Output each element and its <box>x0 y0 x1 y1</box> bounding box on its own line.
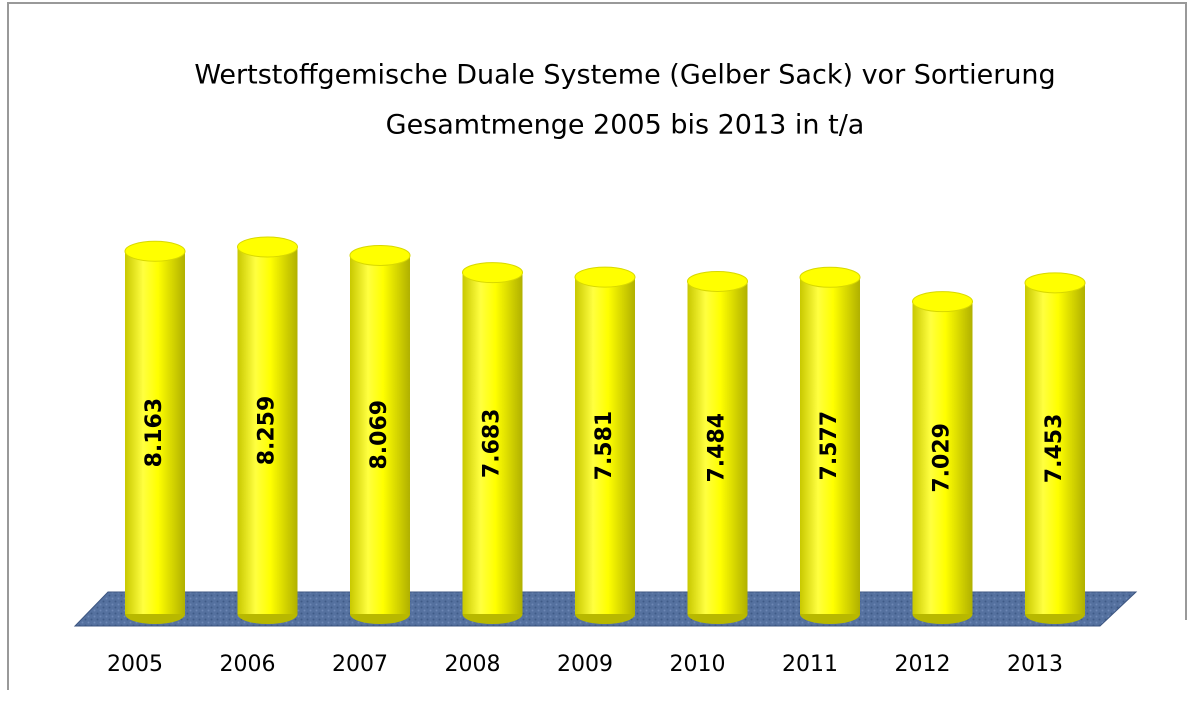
value-label: 7.581 <box>592 411 617 481</box>
bar <box>462 272 523 614</box>
bar-top <box>124 240 186 262</box>
bar <box>1025 282 1085 614</box>
bar <box>912 301 973 614</box>
x-tick-label: 2005 <box>107 652 163 677</box>
bar-top <box>237 236 298 258</box>
bar <box>350 255 410 614</box>
x-tick-label: 2013 <box>1007 652 1063 677</box>
value-label: 8.069 <box>367 400 392 470</box>
bar-top <box>912 291 973 313</box>
x-tick-label: 2007 <box>332 652 388 677</box>
x-tick-label: 2006 <box>220 652 276 677</box>
chart-title: Wertstoffgemische Duale Systeme (Gelber … <box>194 60 1055 91</box>
x-tick-label: 2012 <box>895 652 951 677</box>
chart-subtitle: Gesamtmenge 2005 bis 2013 in t/a <box>386 110 865 141</box>
bar-top <box>462 262 523 284</box>
frame <box>7 2 1187 690</box>
value-label: 7.683 <box>480 409 505 479</box>
x-tick-label: 2010 <box>670 652 726 677</box>
value-label: 7.029 <box>930 423 955 493</box>
x-tick-label: 2011 <box>782 652 838 677</box>
bar-top <box>349 244 411 266</box>
value-label: 8.259 <box>255 396 280 466</box>
value-label: 7.453 <box>1042 414 1067 484</box>
bar <box>800 277 860 614</box>
value-label: 8.163 <box>142 398 167 468</box>
x-tick-label: 2009 <box>557 652 613 677</box>
value-label: 7.577 <box>817 411 842 481</box>
value-label: 7.484 <box>705 413 730 483</box>
bar-top <box>799 266 861 288</box>
x-tick-label: 2008 <box>445 652 501 677</box>
bar <box>575 277 635 614</box>
bar-top <box>574 266 636 288</box>
bar-top <box>687 270 748 292</box>
bar-top <box>1024 272 1086 294</box>
bar <box>125 251 185 615</box>
bar <box>687 281 748 614</box>
bars: 8.163 8.259 8.069 7.683 7.581 7.484 7.577 7.029… <box>124 236 1086 624</box>
bar <box>237 247 298 614</box>
